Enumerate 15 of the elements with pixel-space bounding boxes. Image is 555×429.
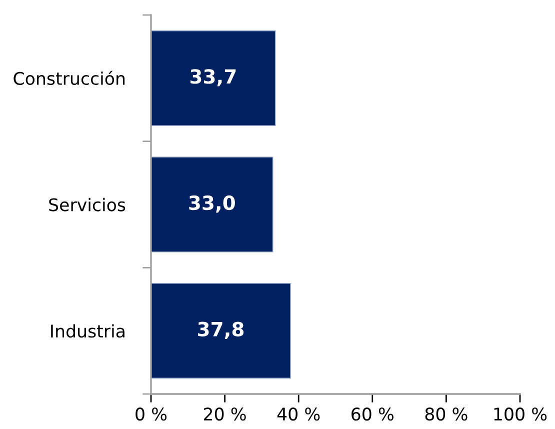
x-tick-label: 40 % [277,408,320,421]
x-tick-label: 60 % [352,408,394,421]
x-tick-label: 80 % [425,408,468,421]
x-tick-label: 100 % [494,408,547,421]
data-label: 33,7 [190,69,236,86]
y-tick-label: Industria [51,324,124,338]
bar [151,283,291,379]
bar [151,30,276,126]
bar [151,156,274,252]
x-tick-label: 0 % [136,408,167,421]
y-tick-label: Construcción [14,70,125,86]
data-label: 33,0 [189,195,235,213]
y-tick-label: Servicios [49,198,126,212]
x-tick-label: 20 % [204,408,246,421]
data-label: 37,8 [198,322,244,339]
